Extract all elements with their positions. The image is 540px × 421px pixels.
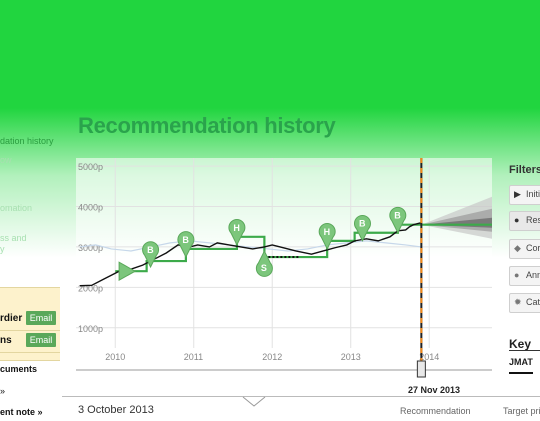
x-tick-label: 2014 (419, 352, 439, 362)
chevron-down-icon[interactable] (242, 396, 266, 408)
selected-article-date: 3 October 2013 (78, 404, 154, 416)
bottom-bar (62, 396, 540, 421)
marker-hold (318, 223, 336, 250)
nav-link-process[interactable]: ss and (0, 233, 27, 243)
recent-note-link[interactable]: ent note » (0, 407, 43, 417)
column-header-recommendation: Recommendation (400, 406, 471, 416)
timeline-handle[interactable] (416, 360, 426, 378)
nav-link-extra[interactable]: y (0, 244, 5, 254)
filter-announcement-button[interactable]: ● Ann (509, 266, 540, 286)
key-item-label: JMAT (509, 357, 533, 367)
marker-label: B (359, 219, 366, 229)
nav-link-information[interactable]: omation (0, 203, 33, 213)
filter-label: Initi (526, 189, 540, 199)
contact-row: rdier Email (0, 308, 60, 331)
left-column: dation history ow omation ss and y (0, 108, 62, 420)
documents-heading: cuments (0, 364, 38, 374)
nav-link-recommendation-history[interactable]: dation history (0, 136, 54, 146)
gear-icon: ✹ (514, 297, 522, 307)
contact-row: ns Email (0, 330, 60, 353)
play-icon: ▶ (514, 189, 521, 199)
documents-link[interactable]: » (0, 386, 6, 396)
filter-label: Cor (526, 243, 540, 253)
series-line-reference (79, 240, 422, 252)
analyst-contacts: rdier Email ns Email (0, 287, 60, 361)
key-title: Key (509, 337, 532, 351)
email-button[interactable]: Email (26, 311, 56, 325)
marker-label: B (147, 245, 154, 255)
recommendation-chart[interactable]: 5000p 4000p 3000p 2000p 1000p 2010 2011 2012 201… (76, 158, 492, 384)
key-divider (509, 350, 540, 351)
marker-buy (389, 206, 407, 234)
marker-buy (354, 214, 371, 242)
y-tick-label: 4000p (78, 203, 103, 213)
x-tick-label: 2011 (184, 352, 203, 362)
selected-date-label: 27 Nov 2013 (408, 385, 461, 395)
marker-buy (177, 231, 195, 259)
filter-label: Res (526, 215, 540, 225)
header-band (0, 0, 540, 108)
filters-title: Filters (509, 164, 540, 176)
marker-initiation (118, 261, 137, 282)
x-tick-label: 2012 (262, 352, 282, 362)
email-button[interactable]: Email (26, 333, 56, 347)
column-header-target-price: Target pri (503, 406, 540, 416)
nav-link-overview[interactable]: ow (0, 155, 12, 165)
page-title: Recommendation history (78, 113, 336, 138)
filter-catalyst-button[interactable]: ✹ Cat (509, 293, 540, 313)
marker-label: H (324, 227, 331, 237)
marker-buy (142, 241, 159, 269)
y-tick-label: 5000p (78, 162, 103, 172)
diamond-icon: ◆ (514, 243, 521, 253)
marker-label: B (182, 235, 189, 245)
filter-corporate-button[interactable]: ◆ Cor (509, 239, 540, 259)
x-tick-label: 2010 (105, 352, 125, 362)
circle-icon: ● (514, 270, 520, 280)
filter-label: Ann (526, 270, 540, 280)
marker-label: S (261, 263, 267, 273)
pin-icon: ● (514, 215, 520, 225)
y-tick-label: 1000p (78, 324, 103, 334)
y-tick-label: 3000p (78, 243, 103, 253)
key-line-swatch (509, 372, 533, 374)
series-line-jmat (79, 222, 422, 287)
contact-name: rdier (0, 313, 23, 324)
marker-label: H (233, 223, 240, 233)
filter-initiation-button[interactable]: ▶ Initi (509, 185, 540, 205)
filter-research-button[interactable]: ● Res (509, 211, 540, 231)
contact-name: ns (0, 335, 12, 346)
y-tick-label: 2000p (78, 283, 103, 293)
filter-label: Cat (526, 297, 540, 307)
marker-label: B (394, 211, 401, 221)
x-tick-label: 2013 (341, 352, 361, 362)
marker-hold (228, 219, 246, 246)
marker-sell (255, 250, 273, 277)
